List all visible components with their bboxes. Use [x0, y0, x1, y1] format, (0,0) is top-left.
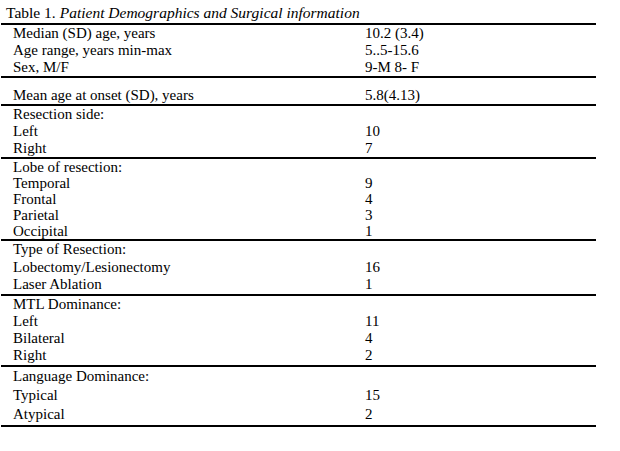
- row-label: Sex, M/F: [13, 59, 69, 75]
- row-label: Occipital: [13, 223, 68, 239]
- row-label: MTL Dominance:: [13, 296, 121, 312]
- table-row: Bilateral 4: [0, 330, 620, 347]
- table-row: Atypical 2: [0, 405, 620, 424]
- row-label: Lobectomy/Lesionectomy: [13, 259, 170, 275]
- table-row: Right 2: [0, 347, 620, 364]
- row-value: 7: [365, 140, 373, 157]
- row-label: Left: [13, 123, 38, 139]
- table-row: Mean age at onset (SD), years 5.8(4.13): [0, 87, 620, 104]
- row-value: 5.8(4.13): [365, 87, 420, 104]
- row-label: Type of Resection:: [13, 241, 126, 257]
- row-value: 4: [365, 330, 373, 347]
- row-value: 2: [365, 405, 373, 424]
- section-demographics: Median (SD) age, years 10.2 (3.4) Age ra…: [0, 25, 620, 76]
- table-row: Frontal 4: [0, 191, 620, 207]
- section-mtl-dominance: MTL Dominance: Left 11 Bilateral 4 Right…: [0, 296, 620, 365]
- table-title: Table 1.Patient Demographics and Surgica…: [0, 3, 620, 23]
- section-onset: Mean age at onset (SD), years 5.8(4.13): [0, 87, 620, 104]
- table-row: Typical 15: [0, 386, 620, 405]
- row-value: 1: [365, 223, 373, 239]
- document-page: Table 1.Patient Demographics and Surgica…: [0, 0, 620, 451]
- row-label: Median (SD) age, years: [13, 25, 155, 41]
- row-label: Right: [13, 140, 46, 156]
- table-row: Type of Resection:: [0, 241, 620, 259]
- row-label: Typical: [13, 387, 58, 403]
- row-value: 10.2 (3.4): [365, 25, 424, 42]
- row-label: Language Dominance:: [13, 368, 149, 384]
- row-value: 15: [365, 386, 380, 405]
- section-gap: [0, 78, 620, 87]
- table-row: Age range, years min-max 5..5-15.6: [0, 42, 620, 59]
- row-label: Bilateral: [13, 330, 65, 346]
- table-row: Resection side:: [0, 106, 620, 123]
- row-label: Right: [13, 347, 46, 363]
- table-row: Left 10: [0, 123, 620, 140]
- row-value: 9-M 8- F: [365, 59, 419, 76]
- row-label: Frontal: [13, 191, 56, 207]
- row-label: Atypical: [13, 406, 65, 422]
- table-title-text: Patient Demographics and Surgical inform…: [60, 4, 360, 21]
- horizontal-rule: [1, 425, 596, 427]
- row-value: 11: [365, 313, 379, 330]
- section-type-of-resection: Type of Resection: Lobectomy/Lesionectom…: [0, 241, 620, 294]
- table-1: Table 1.Patient Demographics and Surgica…: [0, 0, 620, 427]
- row-label: Mean age at onset (SD), years: [13, 87, 194, 103]
- row-value: 2: [365, 347, 373, 364]
- table-row: Right 7: [0, 140, 620, 157]
- table-row: Laser Ablation 1: [0, 276, 620, 294]
- row-label: Age range, years min-max: [13, 42, 172, 58]
- section-lobe-of-resection: Lobe of resection: Temporal 9 Frontal 4 …: [0, 159, 620, 239]
- row-value: 9: [365, 175, 373, 191]
- row-label: Laser Ablation: [13, 276, 102, 292]
- row-label: Lobe of resection:: [13, 159, 122, 175]
- row-value: 4: [365, 191, 373, 207]
- section-resection-side: Resection side: Left 10 Right 7: [0, 106, 620, 157]
- row-label: Resection side:: [13, 106, 104, 122]
- row-value: 16: [365, 259, 380, 277]
- table-row: Sex, M/F 9-M 8- F: [0, 59, 620, 76]
- table-row: Left 11: [0, 313, 620, 330]
- row-label: Temporal: [13, 175, 70, 191]
- table-row: MTL Dominance:: [0, 296, 620, 313]
- table-row: Median (SD) age, years 10.2 (3.4): [0, 25, 620, 42]
- table-row: Lobe of resection:: [0, 159, 620, 175]
- row-value: 10: [365, 123, 380, 140]
- table-row: Occipital 1: [0, 223, 620, 239]
- table-row: Language Dominance:: [0, 367, 620, 386]
- table-title-prefix: Table 1.: [6, 4, 56, 21]
- row-label: Parietal: [13, 207, 59, 223]
- table-row: Temporal 9: [0, 175, 620, 191]
- row-value: 1: [365, 276, 373, 294]
- row-value: 3: [365, 207, 373, 223]
- row-value: 5..5-15.6: [365, 42, 419, 59]
- table-row: Lobectomy/Lesionectomy 16: [0, 259, 620, 277]
- row-label: Left: [13, 313, 38, 329]
- section-language-dominance: Language Dominance: Typical 15 Atypical …: [0, 367, 620, 425]
- table-row: Parietal 3: [0, 207, 620, 223]
